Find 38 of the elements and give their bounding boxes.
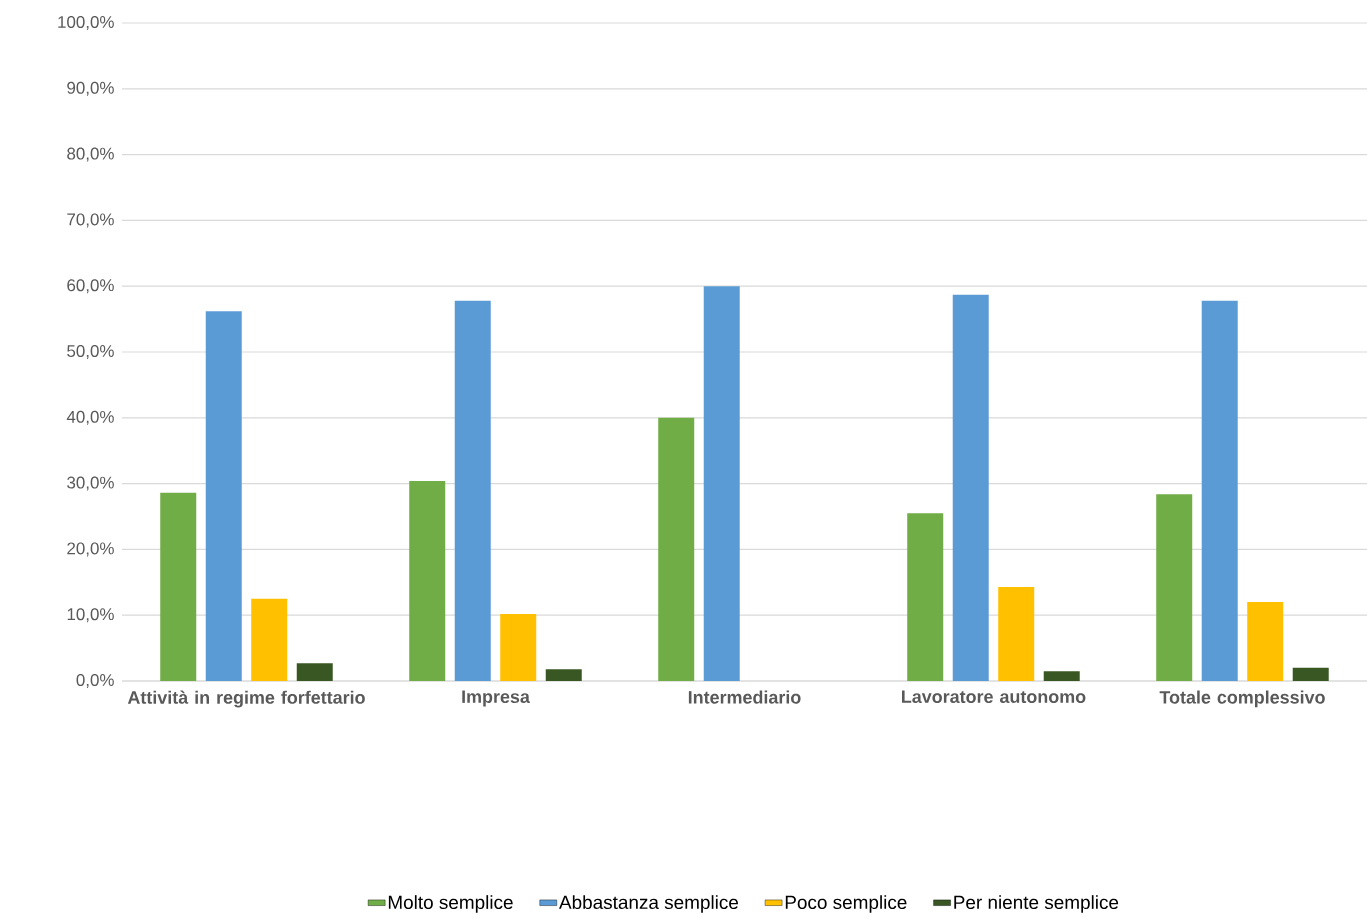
y-tick-label: 80,0% <box>67 147 114 162</box>
legend-label: Poco semplice <box>785 895 907 913</box>
y-tick-label: 10,0% <box>67 608 114 623</box>
y-tick-label: 30,0% <box>67 476 114 491</box>
bar <box>1043 671 1080 681</box>
x-tick-label: Impresa <box>462 690 530 707</box>
bar <box>907 513 944 681</box>
bar <box>1247 602 1284 681</box>
bar <box>1156 494 1193 681</box>
bar <box>500 613 537 681</box>
bar <box>545 669 582 681</box>
legend-label: Per niente semplice <box>954 895 1119 913</box>
bar <box>454 300 491 681</box>
bar <box>1292 667 1329 681</box>
y-tick-label: 20,0% <box>67 542 114 557</box>
y-tick-label: 70,0% <box>67 213 114 228</box>
y-tick-label: 40,0% <box>66 410 114 425</box>
bar <box>703 286 740 681</box>
x-tick-label: Intermediario <box>688 690 801 704</box>
x-tick-label: Totale complessivo <box>1159 690 1325 708</box>
bar <box>251 598 288 681</box>
legend-label: Abbastanza semplice <box>559 895 739 913</box>
bar <box>1201 300 1238 681</box>
bar <box>658 417 695 681</box>
y-tick-label: 100,0% <box>58 15 114 30</box>
legend-label: Molto semplice <box>388 895 513 913</box>
bar <box>998 586 1035 681</box>
bar <box>160 492 197 681</box>
bar <box>409 480 446 681</box>
y-tick-label: 60,0% <box>67 279 114 294</box>
x-tick-label: Lavoratore autonomo <box>902 690 1086 704</box>
y-tick-label: 0,0% <box>76 674 114 688</box>
bar <box>205 311 242 681</box>
y-tick-label: 50,0% <box>67 345 114 359</box>
bar <box>296 663 333 681</box>
x-tick-label: Attività in regime forfettario <box>127 690 365 708</box>
bar <box>952 294 989 681</box>
y-tick-label: 90,0% <box>67 81 114 96</box>
